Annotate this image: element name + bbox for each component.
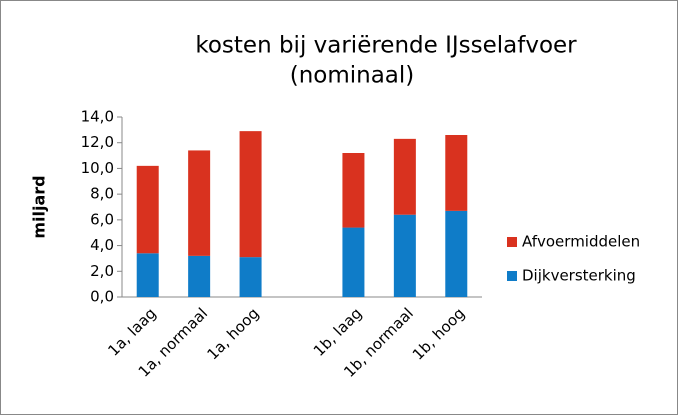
- bar-segment: [445, 210, 468, 297]
- bar-segment: [188, 150, 211, 256]
- y-tick-label: 0,0: [90, 288, 114, 306]
- y-tick-label: 2,0: [90, 262, 114, 280]
- bar-segment: [188, 255, 211, 297]
- bar-segment: [342, 227, 365, 297]
- y-tick-label: 6,0: [90, 210, 114, 228]
- legend-swatch: [507, 271, 517, 281]
- bar-segment: [239, 131, 262, 258]
- bar-segment: [445, 135, 468, 211]
- y-tick-label: 14,0: [81, 108, 114, 126]
- y-tick-label: 12,0: [81, 133, 114, 151]
- chart-title: kosten bij variërende IJsselafvoer: [195, 33, 577, 59]
- y-tick-label: 10,0: [81, 159, 114, 177]
- legend-label: Afvoermiddelen: [522, 233, 640, 251]
- y-axis-label: miljard: [30, 175, 49, 238]
- bar-segment: [342, 153, 365, 228]
- y-tick-label: 4,0: [90, 236, 114, 254]
- y-tick-label: 8,0: [90, 185, 114, 203]
- bar-segment: [136, 165, 159, 254]
- bar-segment: [393, 138, 416, 215]
- bar-segment: [393, 214, 416, 297]
- chart-title: (nominaal): [290, 63, 415, 89]
- bar-segment: [239, 257, 262, 297]
- legend-label: Dijkversterking: [522, 267, 636, 285]
- legend-swatch: [507, 237, 517, 247]
- bar-segment: [136, 253, 159, 297]
